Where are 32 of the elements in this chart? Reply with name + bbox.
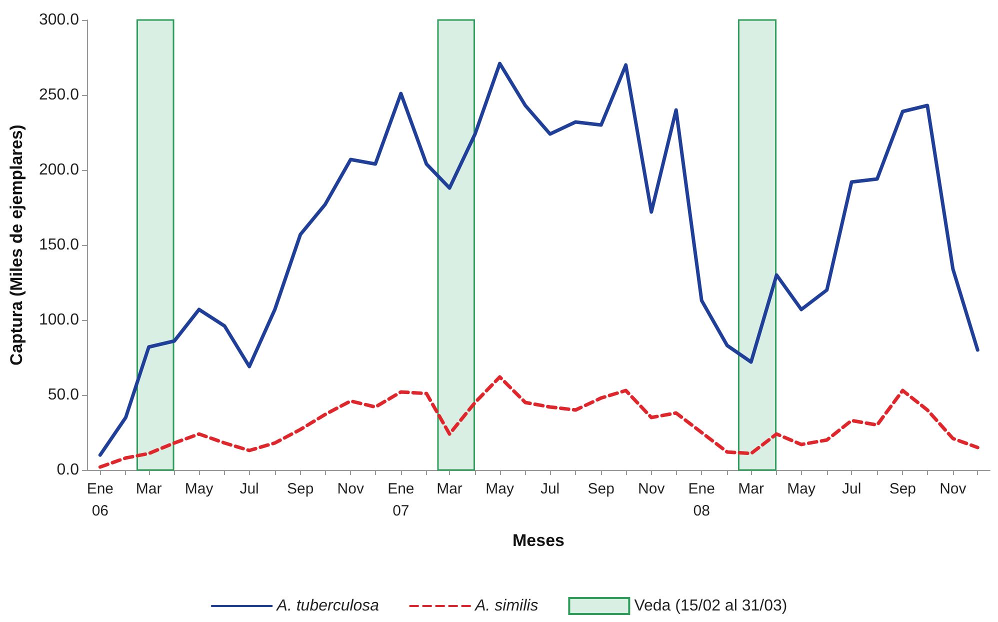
y-tick-label: 0.0	[56, 462, 80, 478]
y-tick-label: 250.0	[38, 86, 80, 104]
legend-label: A. similis	[474, 598, 538, 614]
y-axis-title: Captura (Miles de ejemplares)	[7, 124, 26, 366]
y-tick-label: 200.0	[38, 162, 80, 178]
x-tick-label: Ene 07	[388, 480, 414, 520]
x-tick-label: Nov	[337, 480, 364, 498]
legend-label: Veda (15/02 al 31/03)	[634, 598, 788, 614]
x-tick-label: Ene 06	[86, 480, 114, 520]
x-tick-label: May	[486, 480, 514, 498]
x-tick-label: May	[184, 480, 214, 498]
x-tick-label: Mar	[436, 480, 462, 498]
x-tick-label: Mar	[136, 480, 162, 498]
x-tick-label: Jul	[842, 480, 862, 498]
x-tick-label: Jul	[540, 480, 560, 498]
line-series	[98, 62, 980, 457]
y-tick-label: 50.0	[48, 386, 80, 404]
x-tick-label: Sep	[889, 480, 916, 498]
x-tick-label: Sep	[588, 480, 614, 498]
x-tick-label: Mar	[738, 480, 764, 498]
x-tick-label: Sep	[287, 480, 314, 498]
legend-label: A. tuberculosa	[276, 598, 380, 614]
y-tick-label: 100.0	[38, 312, 80, 328]
x-tick-label: Nov	[638, 480, 666, 498]
y-tick-label: 300.0	[38, 12, 80, 28]
x-tick-label: Jul	[240, 480, 259, 498]
x-tick-label: Nov	[940, 480, 967, 498]
y-tick-label: 150.0	[38, 236, 80, 254]
x-tick-label: Ene 08	[688, 480, 715, 520]
x-axis-title: Meses	[512, 531, 564, 550]
line-series	[98, 375, 980, 469]
x-tick-label: May	[787, 480, 816, 498]
